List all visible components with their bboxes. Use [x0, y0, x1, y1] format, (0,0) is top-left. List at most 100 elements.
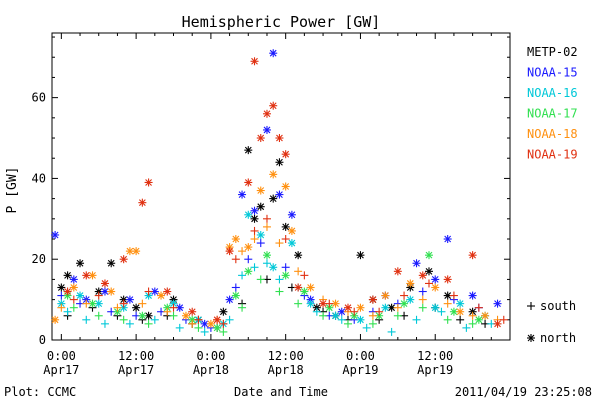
north-point-noaa-15	[493, 299, 502, 308]
north-point-noaa-17	[138, 311, 147, 320]
south-point-noaa-19	[281, 235, 290, 244]
x-tick-time-label: 0:00	[196, 349, 225, 363]
north-point-noaa-15	[238, 190, 247, 199]
south-point-noaa-19	[94, 291, 103, 300]
south-point-noaa-15	[244, 255, 253, 264]
y-axis-label: P [GW]	[5, 167, 20, 214]
north-point-noaa-16	[169, 299, 178, 308]
south-point-noaa-18	[57, 303, 66, 312]
north-point-noaa-19	[493, 319, 502, 328]
north-point-noaa-15	[250, 206, 259, 215]
south-point-noaa-18	[468, 311, 477, 320]
north-point-noaa-19	[163, 287, 172, 296]
south-point-noaa-16	[63, 307, 72, 316]
north-point-noaa-16	[406, 295, 415, 304]
legend-marker-north	[527, 334, 535, 342]
north-point-noaa-19	[188, 307, 197, 316]
south-point-noaa-19	[375, 307, 384, 316]
south-point-noaa-16	[250, 263, 259, 272]
north-point-metp-02	[107, 259, 116, 268]
legend-entry: NOAA-17	[527, 107, 578, 121]
north-point-noaa-18	[431, 283, 440, 292]
south-point-noaa-19	[424, 279, 433, 288]
south-point-noaa-17	[443, 315, 452, 324]
x-tick-time-label: 0:00	[346, 349, 375, 363]
south-point-noaa-16	[82, 315, 91, 324]
north-point-noaa-15	[468, 291, 477, 300]
legend-entry: NOAA-18	[527, 127, 578, 141]
north-point-noaa-18	[107, 287, 116, 296]
north-point-noaa-18	[88, 271, 97, 280]
north-point-noaa-16	[456, 299, 465, 308]
south-point-noaa-16	[150, 315, 159, 324]
north-point-noaa-15	[262, 125, 271, 134]
south-point-noaa-19	[499, 315, 508, 324]
south-point-noaa-18	[163, 307, 172, 316]
south-point-noaa-19	[69, 295, 78, 304]
north-point-noaa-19	[443, 275, 452, 284]
south-point-noaa-19	[325, 299, 334, 308]
south-point-noaa-18	[294, 267, 303, 276]
north-point-metp-02	[244, 146, 253, 155]
south-point-noaa-19	[194, 315, 203, 324]
north-point-noaa-15	[431, 275, 440, 284]
south-point-noaa-18	[275, 239, 284, 248]
south-point-noaa-17	[169, 311, 178, 320]
north-point-noaa-16	[331, 311, 340, 320]
north-point-noaa-19	[100, 279, 109, 288]
y-tick-label: 0	[39, 333, 46, 347]
south-point-noaa-17	[144, 319, 153, 328]
north-point-metp-02	[219, 307, 228, 316]
marker-legend: south north	[527, 299, 576, 345]
north-point-noaa-18	[281, 182, 290, 191]
south-point-noaa-16	[275, 275, 284, 284]
x-tick-time-label: 12:00	[118, 349, 154, 363]
north-point-noaa-16	[57, 299, 66, 308]
north-point-metp-02	[294, 251, 303, 260]
legend-entry: NOAA-15	[527, 66, 578, 80]
north-point-noaa-17	[474, 315, 483, 324]
south-point-noaa-17	[294, 299, 303, 308]
north-point-noaa-15	[51, 230, 60, 239]
north-point-noaa-18	[287, 226, 296, 235]
north-point-noaa-19	[418, 271, 427, 280]
north-point-noaa-19	[244, 178, 253, 187]
north-point-noaa-19	[82, 271, 91, 280]
north-point-noaa-16	[94, 299, 103, 308]
north-point-noaa-18	[51, 315, 60, 324]
south-point-noaa-17	[219, 327, 228, 336]
south-point-noaa-18	[443, 299, 452, 308]
legend-marker-south	[527, 302, 535, 310]
north-point-metp-02	[281, 222, 290, 231]
north-point-noaa-19	[138, 198, 147, 207]
south-point-noaa-17	[343, 319, 352, 328]
north-point-noaa-17	[281, 271, 290, 280]
south-point-noaa-18	[393, 303, 402, 312]
south-point-noaa-19	[474, 303, 483, 312]
south-point-noaa-15	[231, 283, 240, 292]
north-point-noaa-18	[256, 186, 265, 195]
north-point-metp-02	[250, 214, 259, 223]
north-point-noaa-18	[69, 283, 78, 292]
x-axis-label: Date and Time	[234, 385, 328, 399]
north-point-noaa-16	[381, 303, 390, 312]
north-point-noaa-18	[381, 291, 390, 300]
north-point-noaa-16	[356, 315, 365, 324]
north-point-noaa-19	[119, 255, 128, 264]
south-point-noaa-16	[462, 323, 471, 332]
legend-marker-label: south	[540, 299, 576, 313]
north-point-noaa-15	[443, 235, 452, 244]
north-point-noaa-15	[225, 295, 234, 304]
north-point-noaa-18	[125, 247, 134, 256]
south-point-noaa-18	[113, 303, 122, 312]
north-point-noaa-19	[281, 150, 290, 159]
north-point-noaa-17	[449, 307, 458, 316]
north-point-noaa-18	[331, 299, 340, 308]
north-point-noaa-16	[244, 210, 253, 219]
north-point-noaa-17	[424, 251, 433, 260]
south-point-noaa-16	[225, 315, 234, 324]
south-point-noaa-19	[400, 291, 409, 300]
south-point-noaa-19	[231, 255, 240, 264]
south-point-noaa-16	[175, 323, 184, 332]
north-point-noaa-19	[213, 315, 222, 324]
